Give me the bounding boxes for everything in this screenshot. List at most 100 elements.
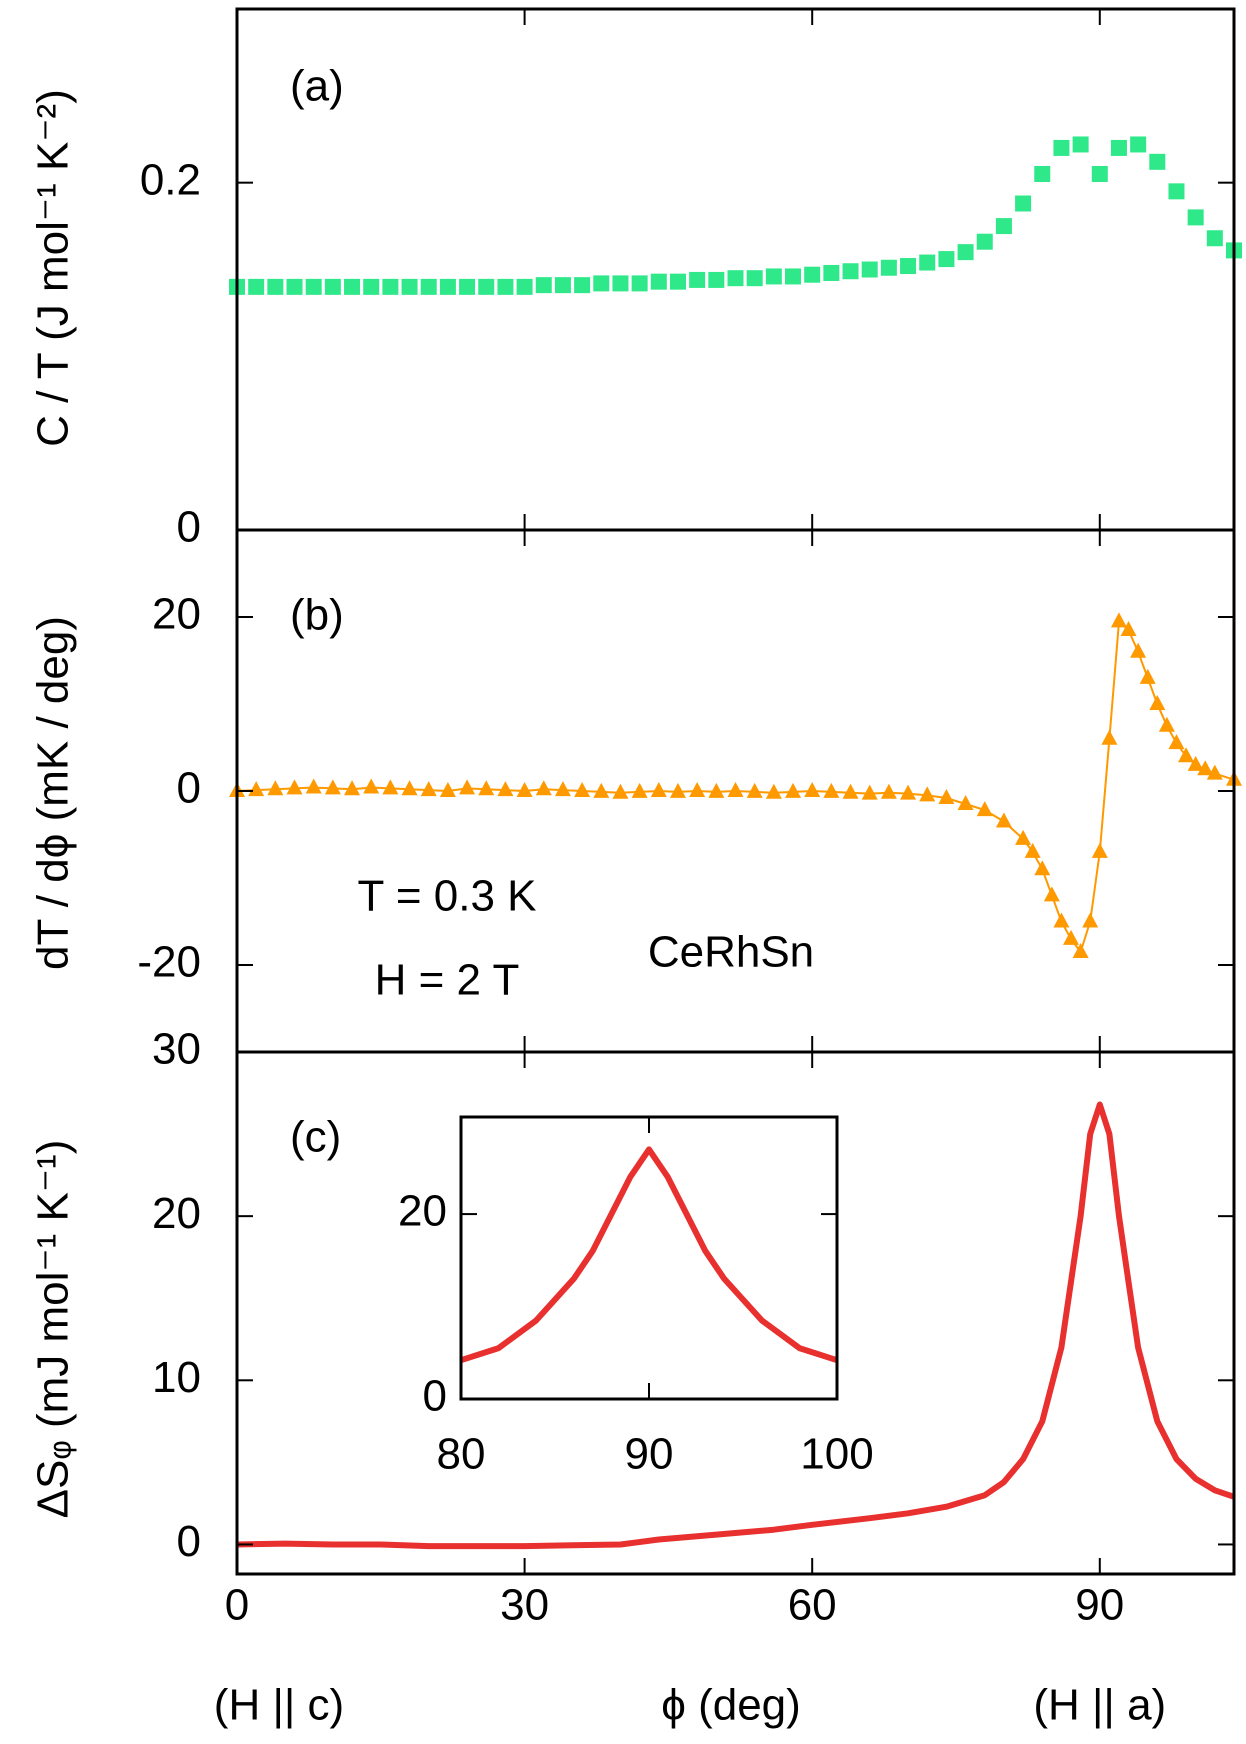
data-point <box>1139 668 1156 684</box>
y-tick-label: 0 <box>423 1372 447 1421</box>
panel: 0 20 80 90 100 <box>398 1115 874 1479</box>
data-point <box>459 779 476 795</box>
data-point <box>708 782 725 798</box>
data-point <box>1091 842 1108 858</box>
y-tick-label: 0 <box>177 764 201 813</box>
x-tick-label: 80 <box>437 1430 486 1479</box>
data-point <box>1053 139 1070 156</box>
y-tick-label: 20 <box>152 1189 201 1238</box>
data-point <box>631 275 648 292</box>
panel: 0 10 20 30 0 30 60 90 ΔSᵩ (mJ mol⁻¹ K⁻¹) (c) ϕ (de… <box>29 1025 1236 1730</box>
data-point <box>1015 195 1032 212</box>
data-point <box>1072 136 1089 153</box>
data-point <box>535 277 552 294</box>
data-point <box>324 779 341 795</box>
y-axis-label: ΔSᵩ (mJ mol⁻¹ K⁻¹) <box>29 1140 78 1519</box>
data-point <box>363 778 380 794</box>
data-point <box>650 273 667 290</box>
data-point <box>746 782 763 798</box>
data-line <box>460 1146 838 1364</box>
data-point <box>401 278 418 295</box>
data-point <box>248 278 265 295</box>
data-point <box>976 801 993 817</box>
data-point <box>305 278 322 295</box>
data-point <box>669 273 686 290</box>
data-point <box>842 783 859 799</box>
data-point <box>708 271 725 288</box>
data-point <box>363 278 380 295</box>
data-point <box>478 278 495 295</box>
data-point <box>1130 136 1147 153</box>
data-point <box>516 278 533 295</box>
data-point <box>689 782 706 797</box>
data-point <box>746 270 763 287</box>
y-tick-label: 10 <box>152 1353 201 1402</box>
data-point <box>804 782 821 797</box>
data-point <box>420 781 437 797</box>
data-point <box>1110 139 1127 156</box>
data-point <box>919 786 936 802</box>
data-point <box>612 275 629 292</box>
data-point <box>689 271 706 288</box>
data-point <box>995 218 1012 235</box>
data-point <box>1168 183 1185 200</box>
data-point <box>823 782 840 798</box>
panel-label: (c) <box>290 1113 341 1162</box>
x-axis-label: ϕ (deg) <box>661 1681 801 1730</box>
data-point <box>1034 860 1051 876</box>
data-point <box>439 278 456 295</box>
data-point <box>1149 153 1166 170</box>
data-point <box>497 278 514 295</box>
data-point <box>1101 729 1118 745</box>
data-point <box>1043 886 1060 902</box>
data-point <box>612 783 629 799</box>
data-point <box>1063 929 1080 945</box>
data-point <box>248 781 265 797</box>
data-point <box>957 795 974 811</box>
data-point <box>900 258 917 275</box>
data-point <box>554 277 571 294</box>
data-point <box>1015 829 1032 845</box>
y-tick-label: 20 <box>152 590 201 639</box>
data-point <box>1197 760 1214 776</box>
data-point <box>420 278 437 295</box>
data-point <box>880 783 897 799</box>
data-point <box>382 278 399 295</box>
x-tick-label: 30 <box>500 1581 549 1630</box>
x-axis-side-label: (H || c) <box>214 1681 344 1730</box>
data-point <box>938 251 955 268</box>
data-point <box>765 268 782 285</box>
data-point <box>976 233 993 250</box>
y-tick-label: 20 <box>398 1187 447 1236</box>
data-point <box>1091 165 1108 182</box>
data-point <box>727 782 744 797</box>
data-point <box>1110 612 1127 628</box>
panel-label: (a) <box>290 62 344 111</box>
data-point <box>938 788 955 804</box>
data-point <box>785 782 802 798</box>
data-point <box>1120 621 1137 637</box>
y-axis-label: dT / dϕ (mK / deg) <box>29 616 78 970</box>
data-point <box>1082 912 1099 928</box>
x-tick-label: 100 <box>800 1430 873 1479</box>
data-point <box>1024 842 1041 858</box>
y-tick-label: 30 <box>152 1025 201 1074</box>
data-point <box>861 261 878 278</box>
data-point <box>861 784 878 800</box>
data-point <box>785 268 802 285</box>
panel-label: (b) <box>290 591 344 640</box>
axes-frame <box>235 1050 1236 1576</box>
data-point <box>593 782 610 798</box>
data-point <box>804 266 821 283</box>
data-point <box>1149 695 1166 710</box>
data-point <box>1168 734 1185 750</box>
data-point <box>382 779 399 795</box>
annotation: H = 2 T <box>375 956 520 1005</box>
x-tick-label: 90 <box>625 1430 674 1479</box>
x-tick-label: 0 <box>225 1581 249 1630</box>
data-point <box>1206 230 1223 247</box>
data-point <box>900 784 917 800</box>
data-point <box>1053 912 1070 928</box>
data-point <box>574 277 591 294</box>
